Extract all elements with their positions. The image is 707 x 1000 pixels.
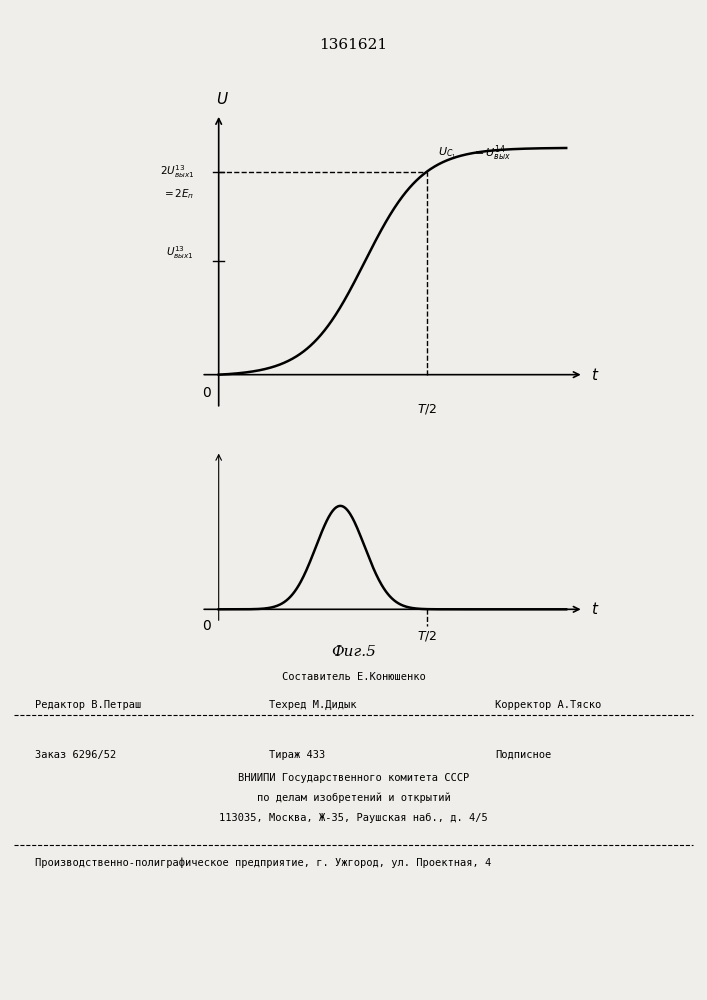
Text: Техред М.Дидык: Техред М.Дидык xyxy=(269,700,356,710)
Text: по делам изобретений и открытий: по делам изобретений и открытий xyxy=(257,793,450,803)
Text: $T/2$: $T/2$ xyxy=(417,402,437,416)
Text: $U^{13}_{вых1}$: $U^{13}_{вых1}$ xyxy=(166,244,194,261)
Text: $2U^{13}_{вых1}$: $2U^{13}_{вых1}$ xyxy=(160,163,194,180)
Text: $T/2$: $T/2$ xyxy=(417,629,437,643)
Text: Подписное: Подписное xyxy=(495,750,551,760)
Text: Составитель Е.Конюшенко: Составитель Е.Конюшенко xyxy=(281,672,426,682)
Text: $U$: $U$ xyxy=(216,91,228,107)
Text: Редактор В.Петраш: Редактор В.Петраш xyxy=(35,700,141,710)
Text: 113035, Москва, Ж-35, Раушская наб., д. 4/5: 113035, Москва, Ж-35, Раушская наб., д. … xyxy=(219,813,488,823)
Text: Заказ 6296/52: Заказ 6296/52 xyxy=(35,750,117,760)
Text: $= 2E_{п}$: $= 2E_{п}$ xyxy=(162,187,194,201)
Text: $U_{C_1}$: $U_{C_1}$ xyxy=(438,146,456,161)
Text: $= U^{14}_{вых}$: $= U^{14}_{вых}$ xyxy=(472,144,512,163)
Text: 0: 0 xyxy=(202,386,211,400)
Text: Фиг.5: Фиг.5 xyxy=(331,645,376,659)
Text: Производственно-полиграфическое предприятие, г. Ужгород, ул. Проектная, 4: Производственно-полиграфическое предприя… xyxy=(35,858,491,868)
Text: 0: 0 xyxy=(202,619,211,633)
Text: $t$: $t$ xyxy=(590,601,599,617)
Text: ВНИИПИ Государственного комитета СССР: ВНИИПИ Государственного комитета СССР xyxy=(238,773,469,783)
Text: Тираж 433: Тираж 433 xyxy=(269,750,325,760)
Text: 1361621: 1361621 xyxy=(320,38,387,52)
Text: $t$: $t$ xyxy=(590,367,599,383)
Text: Корректор А.Тяско: Корректор А.Тяско xyxy=(495,700,601,710)
